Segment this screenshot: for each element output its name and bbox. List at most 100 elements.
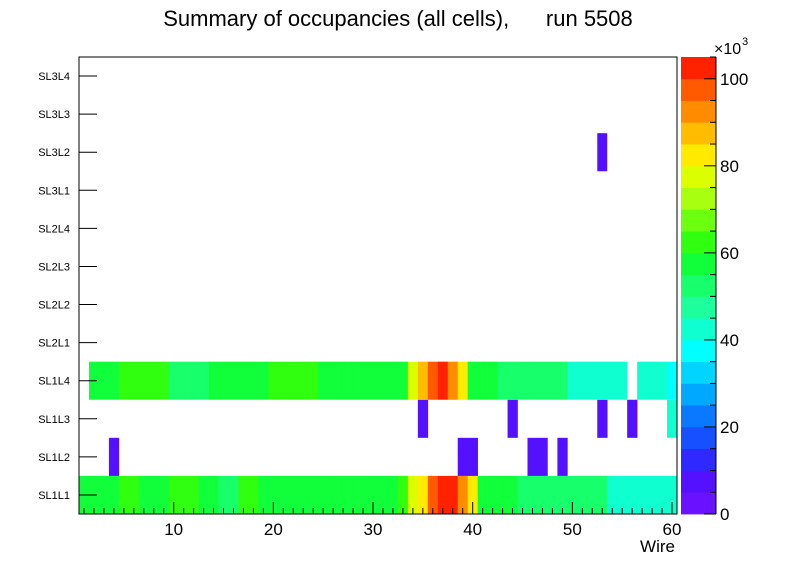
heatmap-cell [198, 361, 209, 400]
heatmap-cell [188, 475, 199, 514]
heatmap-cell [178, 361, 189, 400]
colorbar-multiplier-exponent: 3 [742, 36, 748, 48]
heatmap-cell [587, 475, 598, 514]
colorbar-tick-label: 60 [720, 244, 739, 263]
heatmap-cell [218, 475, 229, 514]
heatmap-cell [387, 475, 399, 514]
heatmap-cell [457, 475, 468, 514]
heatmap-cell [358, 475, 369, 514]
heatmap-cell [268, 475, 279, 514]
heatmap-cell [507, 361, 518, 400]
colorbar-segment [681, 383, 716, 406]
heatmap-cell [437, 475, 449, 514]
heatmap-cell [278, 361, 289, 400]
heatmap-cell [148, 475, 160, 514]
heatmap-cell [128, 361, 140, 400]
heatmap-cell [98, 475, 110, 514]
y-tick-label: SL3L4 [38, 71, 70, 83]
heatmap-cell [587, 361, 598, 400]
heatmap-cell [457, 437, 468, 476]
heatmap-cell [228, 361, 239, 400]
heatmap-cell [108, 361, 120, 400]
colorbar-segment [681, 426, 716, 450]
heatmap-cell [497, 361, 508, 400]
colorbar-segment [681, 231, 716, 254]
heatmap-cell [457, 361, 468, 400]
heatmap-cell [467, 361, 478, 400]
heatmap-cell [258, 361, 269, 400]
heatmap-cell [617, 475, 628, 514]
x-tick-label: 20 [264, 520, 283, 539]
heatmap-cell [667, 399, 678, 438]
heatmap-cell [208, 475, 219, 514]
y-tick-label: SL1L3 [38, 414, 70, 426]
heatmap-cell [477, 475, 488, 514]
chart-title: Summary of occupancies (all cells), run … [163, 6, 633, 31]
heatmap-cell [527, 361, 538, 400]
colorbar-tick-label: 0 [720, 505, 729, 524]
heatmap-cell [507, 399, 518, 438]
x-tick-label: 60 [663, 520, 682, 539]
colorbar-segment [681, 339, 716, 363]
heatmap-cell [318, 475, 329, 514]
heatmap-cell [597, 399, 608, 438]
heatmap-cell [158, 361, 169, 400]
colorbar-segment [681, 470, 716, 493]
heatmap-cell [298, 361, 309, 400]
colorbar-segment [681, 122, 716, 145]
heatmap-cell [248, 361, 259, 400]
heatmap-cell [507, 475, 518, 514]
colorbar-segment [681, 318, 716, 341]
heatmap-cell [637, 475, 648, 514]
heatmap-cell [198, 475, 209, 514]
heatmap-cell [397, 361, 409, 400]
heatmap-cell [308, 361, 319, 400]
colorbar-segment [681, 100, 716, 123]
heatmap-cell [547, 475, 558, 514]
heatmap-cell [308, 475, 319, 514]
heatmap-cell [228, 475, 239, 514]
heatmap-cell [557, 361, 568, 400]
heatmap-cell [118, 361, 130, 400]
heatmap-cell [607, 361, 618, 400]
y-tick-label: SL1L1 [38, 490, 70, 502]
heatmap-cell [348, 475, 359, 514]
x-axis-label: Wire [640, 537, 675, 556]
heatmap-cell [358, 361, 369, 400]
heatmap-cell [477, 361, 488, 400]
heatmap-cell [607, 475, 618, 514]
heatmap-cell [188, 361, 199, 400]
colorbar-segment [681, 187, 716, 210]
heatmap-cell [497, 475, 508, 514]
colorbar-segment [681, 405, 716, 428]
heatmap-cell [118, 475, 130, 514]
heatmap-cell [248, 475, 259, 514]
heatmap-cell [427, 475, 439, 514]
heatmap-cell [368, 475, 379, 514]
heatmap-cell [447, 361, 459, 400]
plot-frame [78, 56, 678, 515]
heatmap-cell [138, 361, 150, 400]
y-tick-label: SL3L2 [38, 147, 70, 159]
heatmap-cell [378, 475, 389, 514]
colorbar-segment [681, 448, 716, 471]
heatmap-cell [148, 361, 160, 400]
heatmap-cell [467, 475, 478, 514]
heatmap-cell [168, 475, 179, 514]
heatmap-cell [238, 475, 249, 514]
heatmap-cell [557, 437, 568, 476]
heatmap-cell [427, 361, 439, 400]
y-tick-label: SL3L1 [38, 185, 70, 197]
heatmap-cell [338, 475, 349, 514]
heatmap-cell [328, 475, 339, 514]
colorbar-segment [681, 144, 716, 167]
colorbar-tick-label: 40 [720, 331, 739, 350]
heatmap-cell [368, 361, 379, 400]
heatmap-cell [108, 437, 120, 476]
heatmap-cell [597, 361, 608, 400]
heatmap-cell [268, 361, 279, 400]
heatmap-cell [397, 475, 409, 514]
colorbar-segment [681, 274, 716, 297]
heatmap-cell [617, 361, 628, 400]
